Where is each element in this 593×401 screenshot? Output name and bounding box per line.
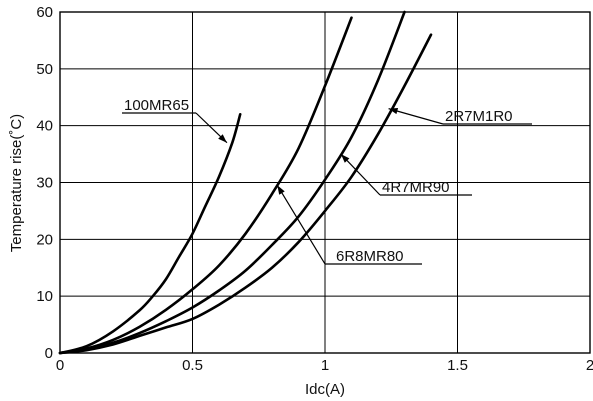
annotation-6r8mr80: 6R8MR80 (276, 185, 422, 265)
x-tick-label: 1 (321, 357, 329, 374)
y-tick-label: 50 (36, 61, 53, 78)
series-line-2r7m1r0 (58, 33, 433, 355)
annotation-label: 100MR65 (124, 97, 189, 114)
annotation-leader-line (276, 185, 326, 265)
series-line-100mr65 (58, 113, 242, 355)
x-tick-label: 0.5 (182, 357, 203, 374)
series-line-4r7mr90 (58, 10, 406, 355)
series-line-6r8mr80 (58, 16, 353, 355)
plot-frame (59, 11, 591, 354)
annotation-leader-line (388, 108, 444, 125)
y-tick-label: 10 (36, 288, 53, 305)
annotation-2r7m1r0: 2R7M1R0 (388, 108, 532, 125)
arrowhead-icon (277, 185, 285, 195)
arrowhead-icon (340, 154, 350, 163)
annotation-label: 2R7M1R0 (445, 108, 513, 125)
y-axis-title: Temperature rise(˚C) (8, 114, 25, 252)
x-axis-title: Idc(A) (305, 381, 345, 398)
y-tick-label: 40 (36, 118, 53, 135)
y-tick-label: 30 (36, 175, 53, 192)
y-tick-label: 20 (36, 231, 53, 248)
y-tick-label: 0 (45, 345, 53, 362)
annotation-leader-line (340, 153, 381, 196)
x-tick-label: 1.5 (447, 357, 468, 374)
grid-lines (59, 11, 591, 354)
curve-group (58, 10, 433, 355)
arrowhead-icon (388, 108, 399, 115)
y-tick-label: 60 (36, 4, 53, 21)
annotation-label: 4R7MR90 (382, 179, 450, 196)
x-tick-label: 2 (586, 357, 593, 374)
annotation-4r7mr90: 4R7MR90 (340, 153, 472, 196)
x-tick-label: 0 (56, 357, 64, 374)
annotation-label: 6R8MR80 (336, 248, 404, 265)
arrowhead-icon (218, 134, 227, 143)
annotation-100mr65: 100MR65 (122, 97, 228, 144)
annotation-group: 100MR65 6R8MR80 4R7MR90 2R7M1R0 (122, 97, 532, 265)
